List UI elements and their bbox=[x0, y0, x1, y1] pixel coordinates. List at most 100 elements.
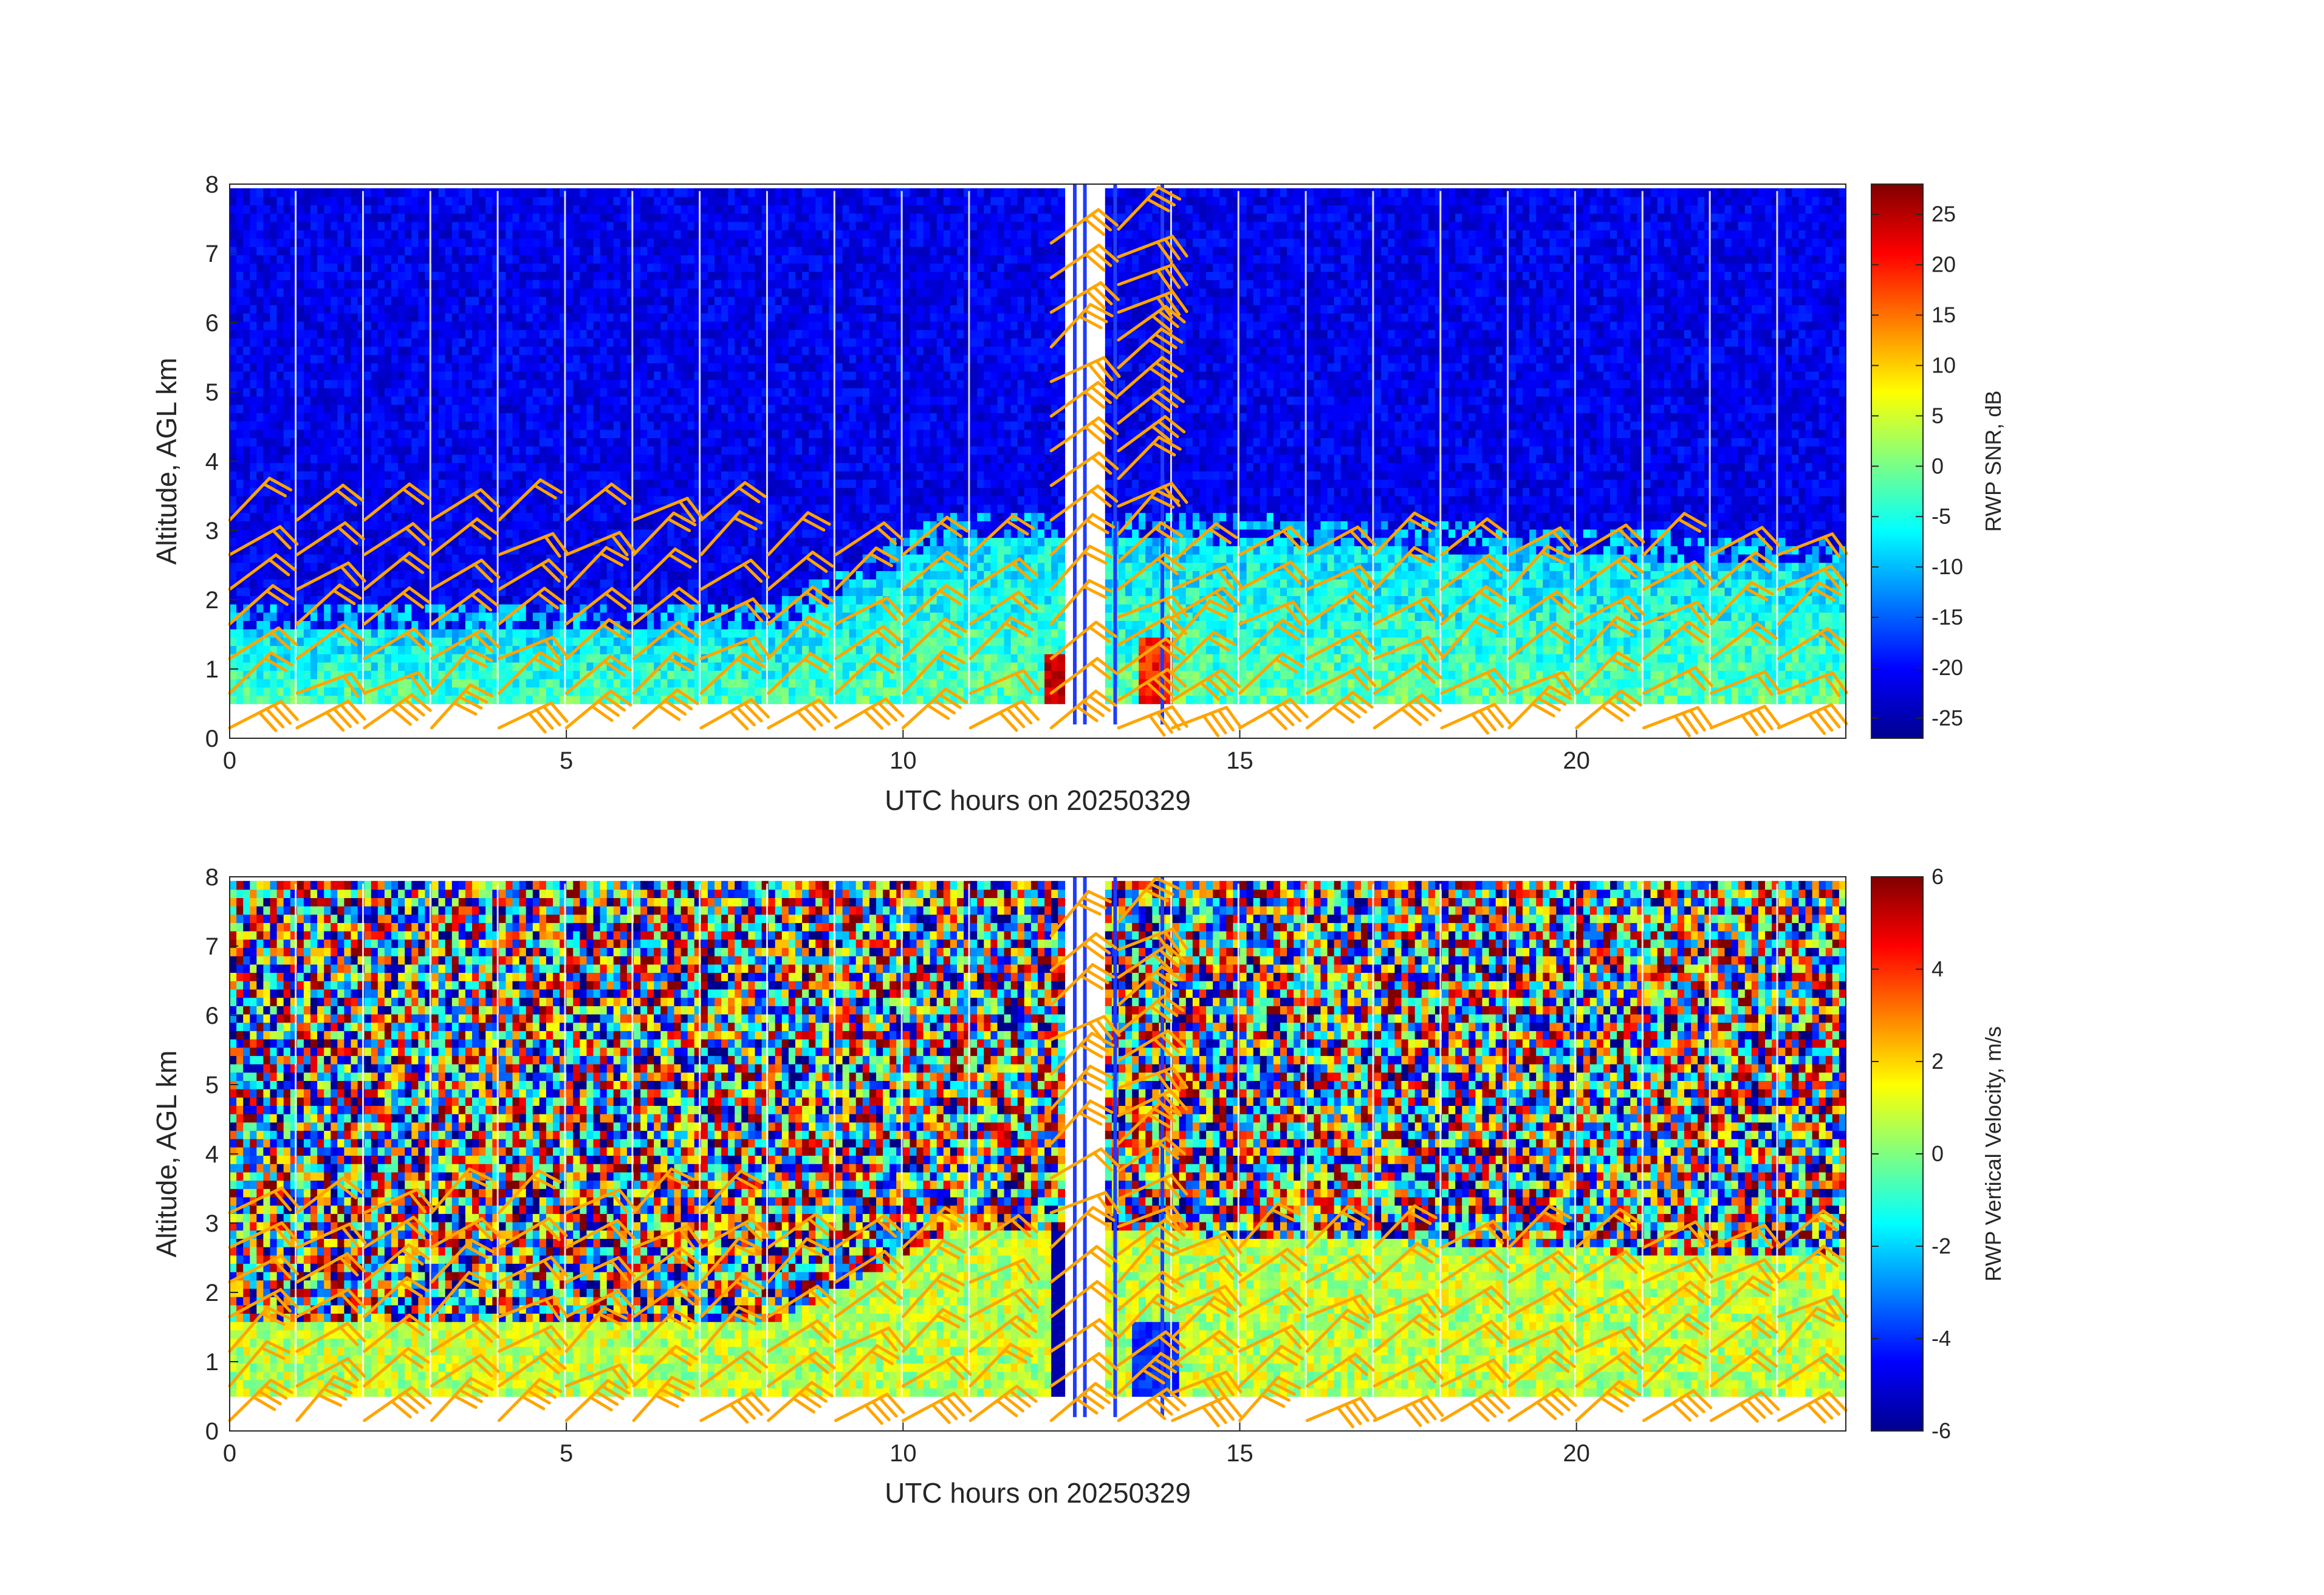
heatmap-cell bbox=[297, 695, 304, 704]
heatmap-cell bbox=[586, 512, 594, 521]
heatmap-cell bbox=[371, 263, 379, 272]
heatmap-cell bbox=[573, 329, 580, 338]
heatmap-cell bbox=[647, 288, 654, 297]
heatmap-cell bbox=[344, 554, 351, 563]
heatmap-cell bbox=[472, 604, 479, 613]
heatmap-cell bbox=[701, 595, 708, 605]
heatmap-cell bbox=[391, 304, 399, 314]
heatmap-cell bbox=[371, 247, 379, 256]
heatmap-cell bbox=[735, 346, 742, 355]
heatmap-cell bbox=[230, 471, 237, 480]
heatmap-cell bbox=[243, 479, 250, 489]
heatmap-cell bbox=[385, 346, 392, 355]
heatmap-cell bbox=[297, 329, 304, 338]
heatmap-cell bbox=[351, 437, 358, 447]
heatmap-cell bbox=[728, 354, 735, 363]
heatmap-cell bbox=[365, 255, 372, 264]
heatmap-cell bbox=[351, 512, 358, 521]
heatmap-cell bbox=[445, 238, 453, 247]
heatmap-cell bbox=[378, 321, 385, 331]
heatmap-cell bbox=[640, 297, 648, 306]
heatmap-cell bbox=[769, 562, 776, 571]
heatmap-cell bbox=[660, 363, 668, 372]
heatmap-cell bbox=[398, 504, 405, 513]
heatmap-cell bbox=[533, 462, 540, 472]
heatmap-cell bbox=[452, 288, 459, 297]
heatmap-cell bbox=[735, 338, 742, 347]
heatmap-cell bbox=[735, 329, 742, 338]
heatmap-cell bbox=[324, 695, 331, 704]
heatmap-cell bbox=[748, 537, 755, 546]
heatmap-cell bbox=[735, 629, 742, 638]
heatmap-cell bbox=[640, 288, 648, 297]
heatmap-cell bbox=[465, 380, 473, 389]
heatmap-cell bbox=[398, 662, 405, 671]
heatmap-cell bbox=[660, 388, 668, 397]
heatmap-cell bbox=[324, 479, 331, 489]
heatmap-cell bbox=[452, 554, 459, 563]
heatmap-cell bbox=[607, 321, 614, 331]
heatmap-cell bbox=[681, 263, 688, 272]
heatmap-cell bbox=[513, 487, 520, 496]
heatmap-cell bbox=[741, 272, 749, 281]
heatmap-cell bbox=[256, 571, 264, 580]
heatmap-cell bbox=[688, 338, 695, 347]
heatmap-cell bbox=[506, 454, 513, 464]
heatmap-cell bbox=[586, 413, 594, 422]
heatmap-cell bbox=[411, 571, 419, 580]
heatmap-cell bbox=[553, 280, 560, 289]
heatmap-cell bbox=[594, 396, 601, 405]
heatmap-cell bbox=[479, 255, 486, 264]
heatmap-cell bbox=[715, 512, 722, 521]
heatmap-cell bbox=[688, 462, 695, 472]
heatmap-cell bbox=[297, 280, 304, 289]
heatmap-cell bbox=[459, 288, 466, 297]
heatmap-cell bbox=[297, 529, 304, 538]
heatmap-cell bbox=[660, 297, 668, 306]
heatmap-cell bbox=[600, 380, 608, 389]
heatmap-cell bbox=[614, 329, 621, 338]
heatmap-cell bbox=[304, 521, 311, 530]
heatmap-cell bbox=[660, 329, 668, 338]
heatmap-cell bbox=[256, 263, 264, 272]
heatmap-cell bbox=[256, 304, 264, 314]
heatmap-cell bbox=[452, 462, 459, 472]
heatmap-cell bbox=[519, 512, 527, 521]
heatmap-cell bbox=[263, 280, 270, 289]
heatmap-cell bbox=[391, 329, 399, 338]
heatmap-cell bbox=[573, 537, 580, 546]
heatmap-cell bbox=[600, 629, 608, 638]
heatmap-cell bbox=[432, 205, 439, 214]
heatmap-cell bbox=[600, 230, 608, 239]
heatmap-cell bbox=[533, 695, 540, 704]
heatmap-cell bbox=[472, 329, 479, 338]
heatmap-cell bbox=[250, 529, 257, 538]
heatmap-cell bbox=[620, 512, 628, 521]
heatmap-cell bbox=[519, 371, 527, 380]
heatmap-cell bbox=[741, 255, 749, 264]
heatmap-cell bbox=[614, 612, 621, 622]
heatmap-cell bbox=[654, 579, 661, 588]
heatmap-cell bbox=[230, 521, 237, 530]
heatmap-cell bbox=[620, 255, 628, 264]
heatmap-cell bbox=[398, 188, 405, 197]
heatmap-cell bbox=[411, 454, 419, 464]
heatmap-cell bbox=[459, 612, 466, 622]
heatmap-cell bbox=[721, 272, 728, 281]
heatmap-cell bbox=[688, 479, 695, 489]
heatmap-cell bbox=[270, 263, 278, 272]
heatmap-cell bbox=[391, 504, 399, 513]
heatmap-cell bbox=[553, 321, 560, 331]
heatmap-cell bbox=[600, 313, 608, 322]
heatmap-cell bbox=[256, 670, 264, 679]
heatmap-cell bbox=[755, 421, 763, 430]
heatmap-cell bbox=[479, 346, 486, 355]
heatmap-cell bbox=[594, 679, 601, 688]
heatmap-cell bbox=[526, 670, 533, 679]
heatmap-cell bbox=[701, 380, 708, 389]
heatmap-cell bbox=[533, 230, 540, 239]
heatmap-cell bbox=[391, 338, 399, 347]
heatmap-cell bbox=[230, 238, 237, 247]
heatmap-cell bbox=[250, 679, 257, 688]
heatmap-cell bbox=[594, 529, 601, 538]
